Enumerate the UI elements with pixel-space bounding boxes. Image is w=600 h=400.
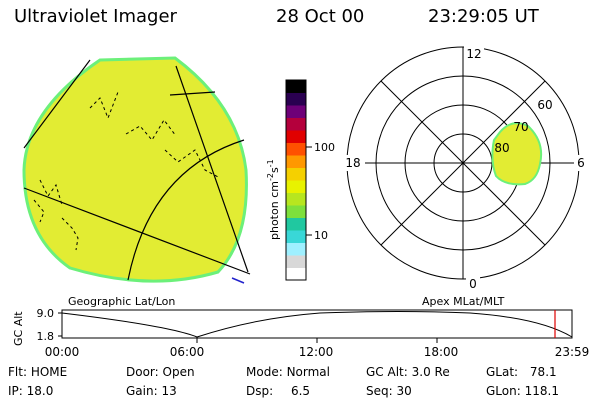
mlt-12-bg <box>464 45 484 61</box>
lat-label-70: 70 <box>513 120 528 134</box>
ip-label: IP: <box>8 384 23 398</box>
lat-label-60: 60 <box>537 98 552 112</box>
altitude-ylabel: GC Alt <box>12 311 25 346</box>
colorbar-segment <box>286 192 306 206</box>
glon-value: 118.1 <box>524 384 559 398</box>
flt-value: HOME <box>30 365 68 379</box>
app-title: Ultraviolet Imager <box>14 6 177 27</box>
xtick-label-1200: 12:00 <box>299 345 334 359</box>
xtick-label-0600: 06:00 <box>170 345 205 359</box>
info-glon: GLon: 118.1 <box>486 384 559 398</box>
info-mode: Mode: Normal <box>246 365 330 379</box>
door-label: Door: <box>126 365 159 379</box>
mlt-18-bg <box>341 155 365 171</box>
colorbar-segment <box>286 205 306 218</box>
altitude-curve <box>61 311 573 338</box>
gcalt-value: 3.0 Re <box>411 365 450 379</box>
info-dsp: Dsp: 6.5 <box>246 384 310 398</box>
info-glat: GLat: 78.1 <box>486 365 557 379</box>
mlt-label-0: 0 <box>469 277 477 291</box>
altitude-ytick-bottom-label: 1.8 <box>37 330 55 343</box>
gain-value: 13 <box>161 384 177 398</box>
coastlines <box>33 91 221 251</box>
orbit-marker-tick <box>231 277 245 284</box>
mlt-0-bg <box>466 276 480 292</box>
glat-value: 78.1 <box>529 365 557 379</box>
colorbar-segment <box>286 167 306 181</box>
door-value: Open <box>162 365 195 379</box>
apex-caption: Apex MLat/MLT <box>422 295 505 308</box>
colorbar-segment <box>286 130 306 143</box>
info-gain: Gain: 13 <box>126 384 177 398</box>
mlt-label-12: 12 <box>466 47 481 61</box>
colorbar-segment <box>286 80 306 93</box>
xtick-label-1800: 18:00 <box>424 345 459 359</box>
mlt-label-6: 6 <box>577 156 585 170</box>
colorbar-segment <box>286 230 306 243</box>
flt-label: Flt: <box>8 365 27 379</box>
mlt-6-bg <box>574 155 588 171</box>
polar-plot <box>346 46 580 280</box>
mlt-label-18: 18 <box>345 156 360 170</box>
geographic-image <box>22 56 251 284</box>
colorbar-segment <box>286 217 306 231</box>
gcalt-label: GC Alt: <box>366 365 408 379</box>
ip-value: 18.0 <box>26 384 54 398</box>
seq-value: 30 <box>396 384 412 398</box>
altitude-plot <box>58 309 573 343</box>
dsp-label: Dsp: <box>246 384 274 398</box>
colorbar-tick-100-label: 100 <box>314 141 335 154</box>
earth-disk <box>22 56 248 283</box>
colorbar-segment <box>286 117 306 131</box>
info-door: Door: Open <box>126 365 195 379</box>
auroral-oval <box>491 122 543 186</box>
colorbar-segment <box>286 92 306 106</box>
colorbar-segment <box>286 105 306 118</box>
colorbar-segment <box>286 180 306 193</box>
colorbar-segment <box>286 255 306 268</box>
mode-value: Normal <box>286 365 330 379</box>
glat-label: GLat: <box>486 365 519 379</box>
colorbar-segment <box>286 267 306 281</box>
gain-label: Gain: <box>126 384 158 398</box>
colorbar-tick-10-label: 10 <box>314 229 328 242</box>
geographic-caption: Geographic Lat/Lon <box>68 295 175 308</box>
seq-label: Seq: <box>366 384 393 398</box>
altitude-ytick-top-label: 9.0 <box>37 307 55 320</box>
colorbar-frame <box>285 79 307 281</box>
xtick-label-2359: 23:59 <box>555 345 590 359</box>
colorbar-unit-label: photon cm-2s-1 <box>266 159 281 240</box>
info-ip: IP: 18.0 <box>8 384 53 398</box>
xtick-label-0000: 00:00 <box>45 345 80 359</box>
glon-label: GLon: <box>486 384 521 398</box>
colorbar-segment <box>286 142 306 156</box>
grid-lines <box>23 59 251 281</box>
polar-diagonal-2 <box>380 80 546 246</box>
info-flt: Flt: HOME <box>8 365 67 379</box>
header-time: 23:29:05 UT <box>428 6 539 27</box>
colorbar-segment <box>286 242 306 256</box>
header-date: 28 Oct 00 <box>276 6 365 27</box>
dsp-value: 6.5 <box>290 384 311 398</box>
colorbar <box>285 79 307 281</box>
mode-label: Mode: <box>246 365 283 379</box>
info-gcalt: GC Alt: 3.0 Re <box>366 365 450 379</box>
colorbar-segment <box>286 155 306 168</box>
info-seq: Seq: 30 <box>366 384 412 398</box>
lat-label-80: 80 <box>494 141 509 155</box>
